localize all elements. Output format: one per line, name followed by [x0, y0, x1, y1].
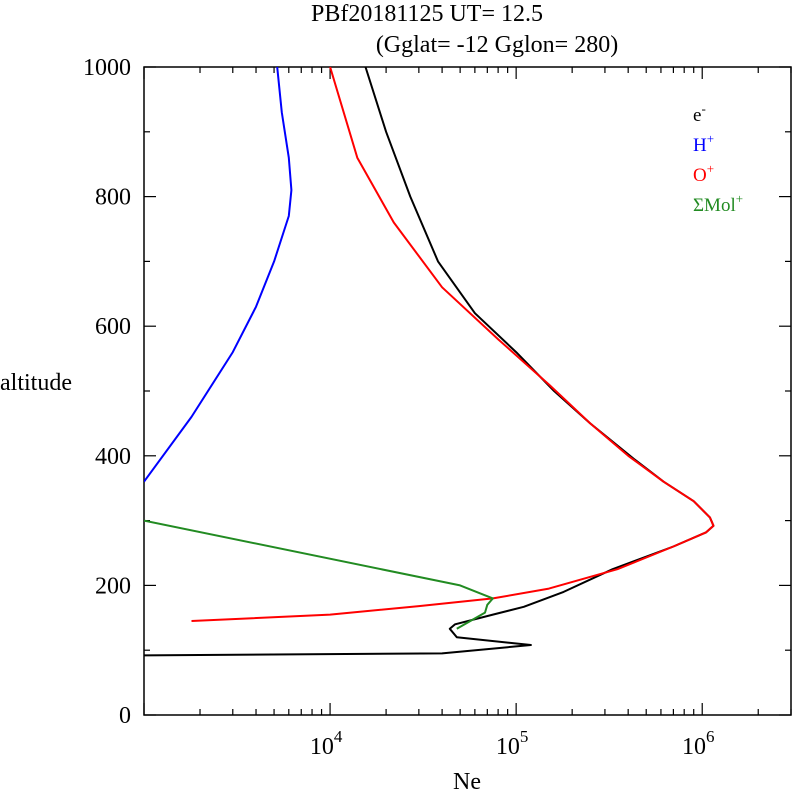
legend: e- H+ O+ ΣMol+ [693, 101, 743, 216]
y-axis-label: altitude [0, 370, 72, 396]
legend-entry: e- [693, 101, 706, 126]
y-tick-label: 600 [95, 314, 131, 340]
series-line-h [144, 67, 293, 483]
x-tick-labels: 104 105 106 [310, 727, 715, 760]
x-tick-label: 104 [310, 727, 343, 760]
legend-entry: ΣMol+ [693, 191, 743, 216]
series-line-e [144, 67, 715, 657]
axis-ticks [143, 66, 792, 716]
legend-entry: O+ [693, 161, 714, 186]
y-tick-label: 400 [95, 444, 131, 470]
x-axis-label: Ne [453, 769, 481, 795]
legend-entry: H+ [693, 131, 714, 156]
y-tick-label: 0 [119, 703, 131, 729]
series-layer [144, 67, 715, 657]
y-tick-labels: 0 200 400 600 800 1000 [83, 55, 131, 729]
series-line-o [191, 67, 715, 622]
series-line-mol [144, 519, 494, 630]
chart-title-line-1: PBf20181125 UT= 12.5 [311, 1, 543, 27]
y-tick-label: 800 [95, 185, 131, 211]
y-tick-label: 1000 [83, 55, 131, 81]
y-tick-label: 200 [95, 573, 131, 599]
x-tick-label: 105 [496, 727, 529, 760]
x-tick-label: 106 [682, 727, 715, 760]
chart-title-line-2: (Gglat= -12 Gglon= 280) [376, 32, 618, 58]
